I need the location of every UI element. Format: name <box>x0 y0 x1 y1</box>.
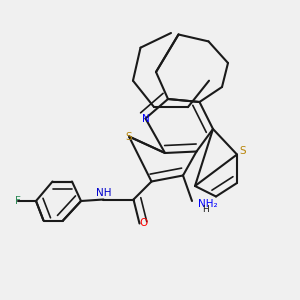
Text: O: O <box>140 218 148 229</box>
Text: H: H <box>202 206 209 214</box>
Text: NH₂: NH₂ <box>198 199 218 209</box>
Text: S: S <box>126 131 132 142</box>
Text: S: S <box>240 146 246 157</box>
Text: NH: NH <box>96 188 111 199</box>
Text: N: N <box>142 113 149 124</box>
Text: F: F <box>15 196 21 206</box>
